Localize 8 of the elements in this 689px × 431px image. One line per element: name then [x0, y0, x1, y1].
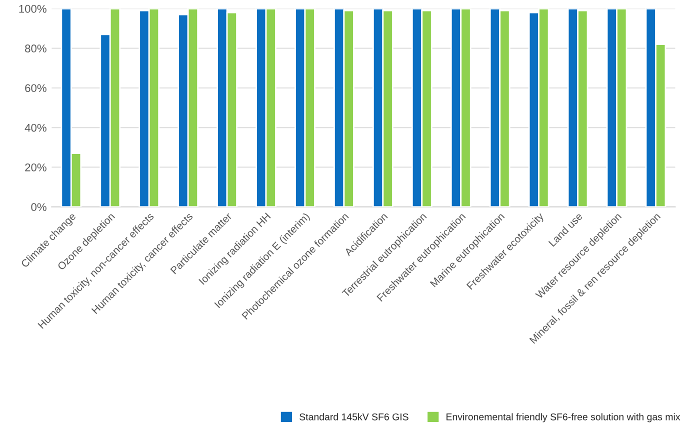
legend-label: Standard 145kV SF6 GIS	[300, 413, 408, 420]
y-tick-label: 20%	[25, 163, 46, 172]
y-tick-label: 40%	[24, 124, 46, 132]
legend-label: Environemental friendly SF6-free solution with gas mix	[446, 413, 680, 422]
y-tick-label: 80%	[25, 44, 46, 52]
y-tick-label: 0%	[31, 203, 46, 212]
y-tick-label: 100%	[19, 4, 46, 13]
y-tick-label: 60%	[25, 84, 46, 92]
